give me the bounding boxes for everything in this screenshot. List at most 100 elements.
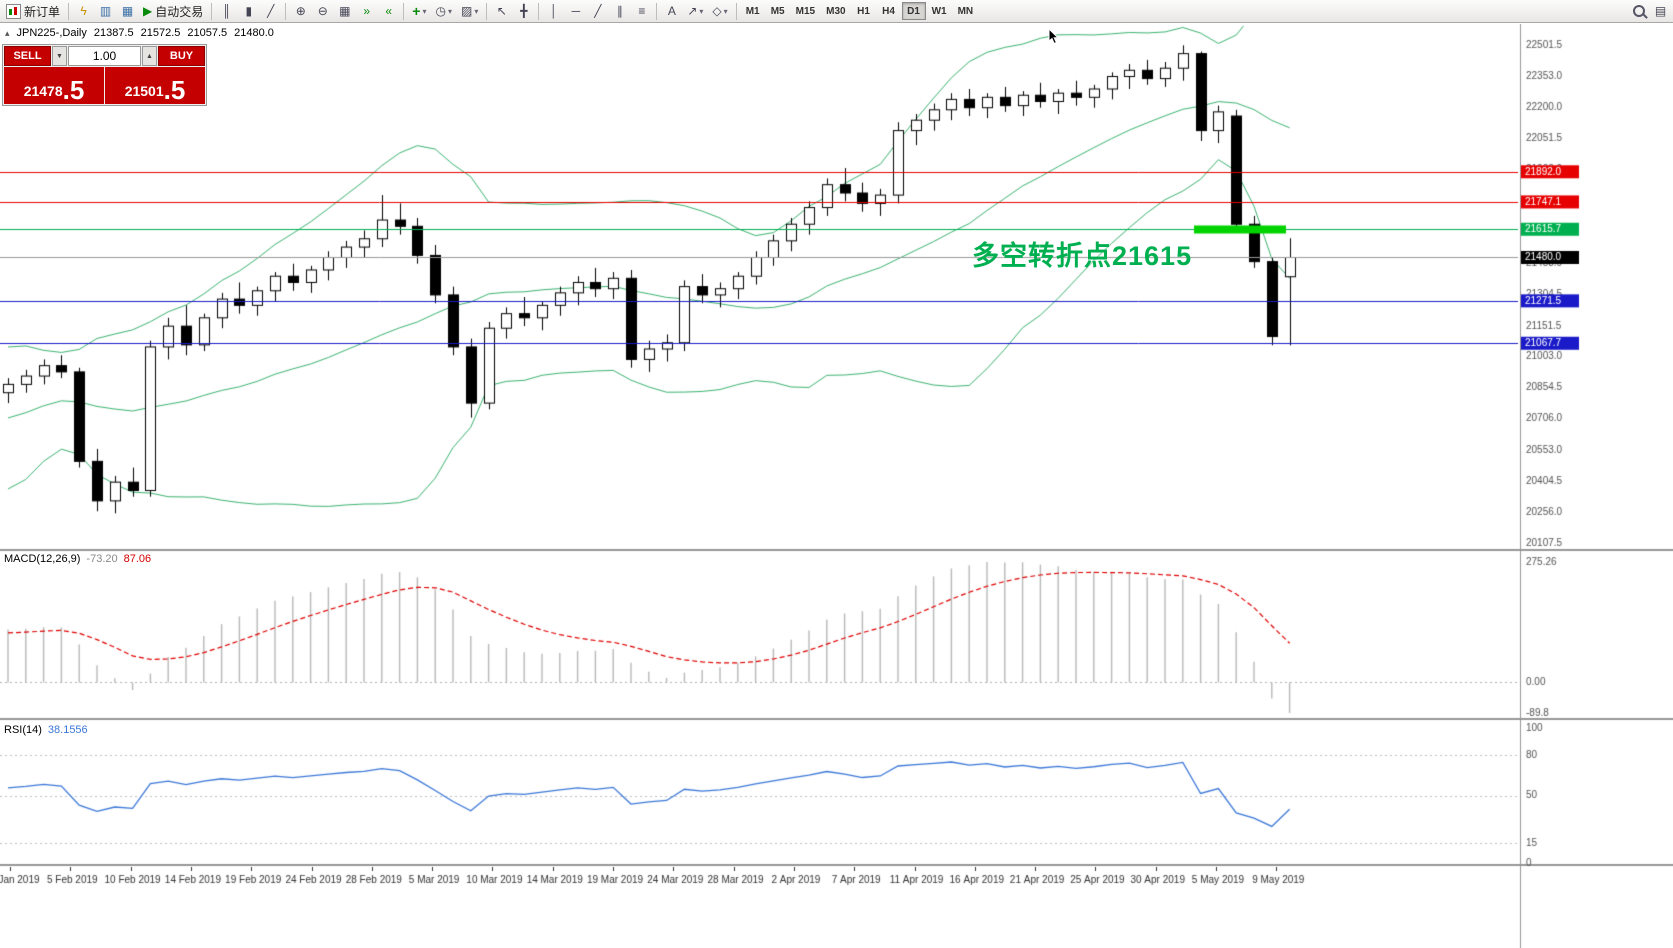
volume-input[interactable] <box>68 46 141 66</box>
zoom-in-button[interactable]: ⊕ <box>290 1 311 21</box>
toolbar-separator <box>68 2 70 20</box>
timeframe-m15-button[interactable]: M15 <box>791 2 820 20</box>
dropdown-icon: ▾ <box>723 6 728 16</box>
sell-price-box[interactable]: 21478.5 <box>4 67 104 104</box>
macd-indicator-label: MACD(12,26,9) -73.20 87.06 <box>4 553 151 565</box>
up-arrow-icon: ▲ <box>146 52 153 60</box>
timeframe-mn-button[interactable]: MN <box>953 2 979 20</box>
timeframe-toolbar: M1 M5 M15 M30 H1 H4 D1 W1 MN <box>741 2 978 20</box>
toolbar-separator <box>486 2 488 20</box>
dropdown-icon: ▾ <box>447 6 452 16</box>
dropdown-icon: ▾ <box>474 6 479 16</box>
line-chart-icon: ╱ <box>267 4 275 18</box>
volume-increase-button[interactable]: ▲ <box>142 46 157 66</box>
fibonacci-button[interactable]: ≡ <box>631 1 652 21</box>
template-icon: ▨ <box>460 4 473 18</box>
expert-advisors-icon: ϟ <box>80 4 87 18</box>
bar-chart-icon: ║ <box>222 4 232 18</box>
buy-button[interactable]: BUY <box>158 46 205 66</box>
periods-button[interactable]: ◷ ▾ <box>431 1 456 21</box>
toolbar-separator <box>656 2 658 20</box>
autotrade-button[interactable]: ▶ 自动交易 <box>139 1 207 21</box>
timeframe-m30-button[interactable]: M30 <box>821 2 850 20</box>
toolbar-separator <box>211 2 213 20</box>
toolbar-separator <box>403 2 405 20</box>
timeframe-w1-button[interactable]: W1 <box>927 2 952 20</box>
vertical-line-icon: │ <box>550 4 558 18</box>
candle-chart-icon: ▮ <box>245 4 253 18</box>
macd-signal-value: 87.06 <box>123 553 152 565</box>
mouse-cursor <box>1048 28 1060 45</box>
volume-decrease-button[interactable]: ▼ <box>52 46 67 66</box>
new-order-label: 新订单 <box>24 4 61 19</box>
vertical-line-button[interactable]: │ <box>543 1 564 21</box>
data-window-button[interactable]: ▦ <box>117 1 138 21</box>
chart-shift-button[interactable]: « <box>378 1 399 21</box>
shapes-tool-icon: ◇ <box>712 4 722 18</box>
clock-icon: ◷ <box>435 4 446 18</box>
new-order-button[interactable]: 新订单 <box>2 1 64 21</box>
timeframe-m5-button[interactable]: M5 <box>766 2 790 20</box>
timeframe-d1-button[interactable]: D1 <box>901 2 926 20</box>
sell-price-pips: .5 <box>62 74 85 105</box>
arrows-tool-button[interactable]: ↗ ▾ <box>683 1 707 21</box>
macd-main-value: -73.20 <box>86 553 118 565</box>
trendline-button[interactable]: ╱ <box>587 1 608 21</box>
arrows-tool-icon: ↗ <box>687 4 698 18</box>
data-window-icon: ▦ <box>121 4 134 18</box>
candle-chart-button[interactable]: ▮ <box>238 1 259 21</box>
buy-price-pips: .5 <box>163 74 186 105</box>
play-icon: ▶ <box>143 4 153 18</box>
timeframe-h4-button[interactable]: H4 <box>877 2 901 20</box>
chart-shift-icon: « <box>385 4 393 18</box>
market-watch-icon: ▥ <box>99 4 112 18</box>
horizontal-line-button[interactable]: ─ <box>565 1 586 21</box>
channel-button[interactable]: ∥ <box>609 1 630 21</box>
tile-windows-icon: ▦ <box>339 4 351 18</box>
crosshair-button[interactable]: ╋ <box>513 1 534 21</box>
layout-icon: ▤ <box>1654 4 1667 18</box>
new-order-icon <box>6 3 21 19</box>
zoom-out-button[interactable]: ⊖ <box>312 1 333 21</box>
shapes-tool-button[interactable]: ◇ ▾ <box>708 1 731 21</box>
ohlc-open: 21387.5 <box>93 27 134 39</box>
auto-scroll-button[interactable]: » <box>356 1 377 21</box>
macd-name: MACD(12,26,9) <box>4 553 81 565</box>
ohlc-close: 21480.0 <box>234 27 274 39</box>
main-toolbar: 新订单 ϟ ▥ ▦ ▶ 自动交易 ║ ▮ ╱ ⊕ ⊖ ▦ » « + ▾ ◷ ▾ ▨… <box>0 0 1673 23</box>
zoom-out-icon: ⊖ <box>317 4 328 18</box>
chart-canvas[interactable] <box>0 24 1673 948</box>
zoom-in-icon: ⊕ <box>295 4 306 18</box>
search-button[interactable] <box>1628 1 1649 21</box>
auto-scroll-icon: » <box>363 4 371 18</box>
bar-chart-button[interactable]: ║ <box>216 1 237 21</box>
line-chart-button[interactable]: ╱ <box>260 1 281 21</box>
indicators-button[interactable]: + ▾ <box>408 1 430 21</box>
dropdown-icon: ▾ <box>422 6 427 16</box>
trendline-icon: ╱ <box>594 4 602 18</box>
indicators-icon: + <box>412 3 421 19</box>
rsi-name: RSI(14) <box>4 724 42 736</box>
templates-button[interactable]: ▨ ▾ <box>457 1 482 21</box>
chart-window: ▴ JPN225-,Daily 21387.5 21572.5 21057.5 … <box>0 24 1673 948</box>
toolbar-separator <box>538 2 540 20</box>
pivot-annotation: 多空转折点21615 <box>972 241 1193 271</box>
chart-info: ▴ JPN225-,Daily 21387.5 21572.5 21057.5 … <box>5 27 274 39</box>
toolbar-separator <box>285 2 287 20</box>
sell-button[interactable]: SELL <box>4 46 51 66</box>
rsi-indicator-label: RSI(14) 38.1556 <box>4 724 88 736</box>
timeframe-m1-button[interactable]: M1 <box>741 2 765 20</box>
time-axis[interactable] <box>0 867 1518 887</box>
market-watch-button[interactable]: ▥ <box>95 1 116 21</box>
layout-button[interactable]: ▤ <box>1650 1 1671 21</box>
one-click-trading-panel: SELL ▼ ▲ BUY 21478.5 21501.5 <box>2 44 207 106</box>
buy-price-box[interactable]: 21501.5 <box>105 67 205 104</box>
toolbar-separator <box>735 2 737 20</box>
price-axis[interactable] <box>1521 24 1673 948</box>
cursor-button[interactable]: ↖ <box>491 1 512 21</box>
text-tool-button[interactable]: A <box>661 1 682 21</box>
expert-advisors-button[interactable]: ϟ <box>73 1 94 21</box>
tile-windows-button[interactable]: ▦ <box>334 1 355 21</box>
timeframe-h1-button[interactable]: H1 <box>852 2 876 20</box>
ohlc-low: 21057.5 <box>187 27 228 39</box>
